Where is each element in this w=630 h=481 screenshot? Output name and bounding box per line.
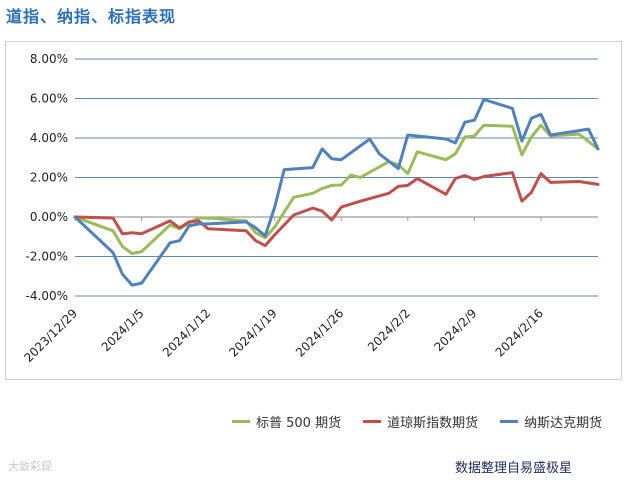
x-tick-label: 2023/12/29 (21, 306, 80, 365)
legend-item-dow: 道琼斯指数期货 (363, 412, 478, 431)
x-tick-label: 2024/1/12 (160, 306, 213, 359)
legend-label-dow: 道琼斯指数期货 (387, 416, 479, 431)
x-tick-label: 2024/1/5 (99, 306, 147, 354)
data-source: 数据整理自易盛极星 (455, 461, 573, 476)
series-line-nasdaq (73, 98, 600, 287)
series-line-sp500 (73, 123, 600, 255)
series-line-dow (73, 171, 600, 248)
y-tick-label: 2.00% (30, 171, 68, 185)
y-tick-label: -4.00% (26, 289, 68, 303)
y-tick-label: 8.00% (30, 52, 68, 66)
y-tick-label: 0.00% (30, 210, 68, 224)
x-tick-label: 2024/2/2 (365, 306, 413, 354)
legend-label-nasdaq: 纳斯达克期货 (524, 416, 603, 431)
x-tick-label: 2024/2/9 (431, 306, 479, 354)
x-tick-label: 2024/1/26 (293, 306, 346, 359)
legend-item-sp500: 标普 500 期货 (232, 412, 341, 431)
y-tick-label: -2.00% (26, 250, 68, 264)
y-tick-label: 4.00% (30, 131, 68, 145)
chart-frame (5, 41, 622, 380)
watermark-logo: 大致彩现 (8, 460, 52, 473)
legend-swatch-nasdaq (500, 420, 519, 423)
x-tick-label: 2024/2/16 (493, 306, 546, 359)
legend-item-nasdaq: 纳斯达克期货 (500, 412, 602, 431)
legend-swatch-dow (363, 420, 382, 423)
y-tick-label: 6.00% (30, 92, 68, 106)
chart-title: 道指、纳指、标指表现 (6, 7, 177, 26)
legend-swatch-sp500 (232, 420, 250, 423)
x-tick-label: 2024/1/19 (226, 306, 279, 359)
legend-label-sp500: 标普 500 期货 (256, 416, 342, 431)
chart-legend: 标普 500 期货 道琼斯指数期货 纳斯达克期货 (232, 412, 602, 431)
